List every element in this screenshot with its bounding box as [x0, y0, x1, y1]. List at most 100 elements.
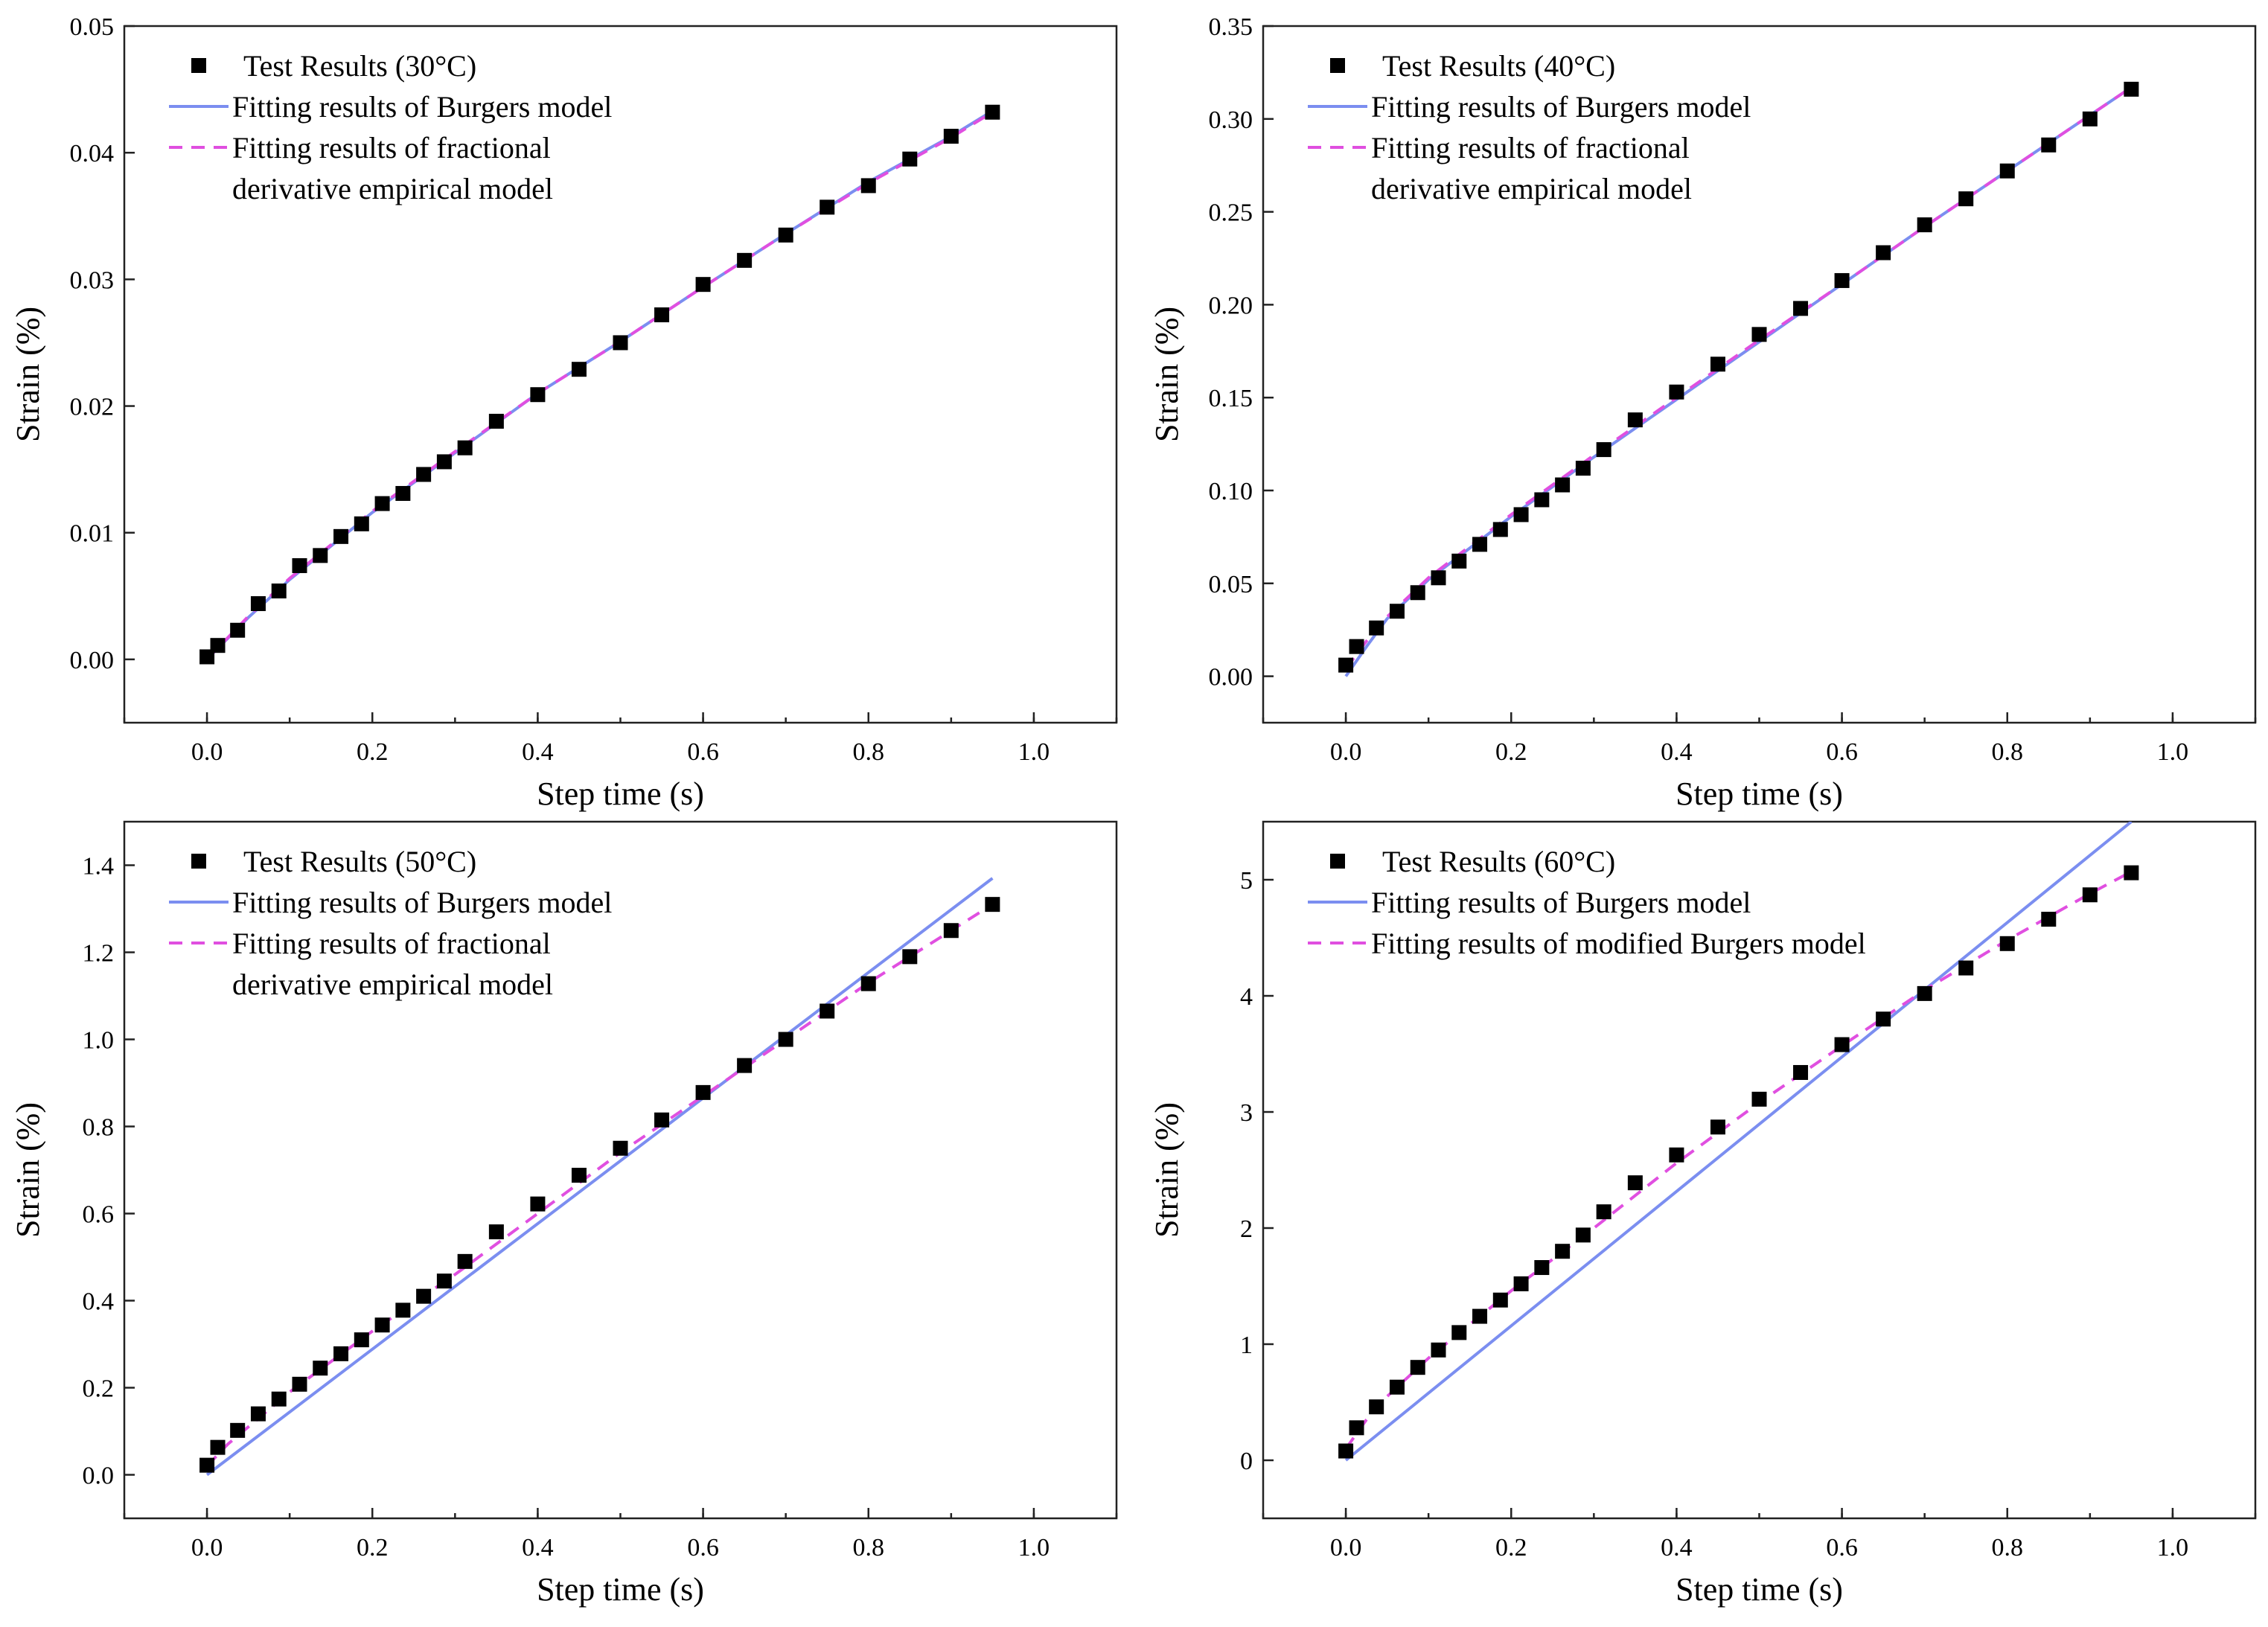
x-tick-label: 0.4 [1661, 1534, 1693, 1562]
y-tick-label: 0.04 [70, 140, 115, 167]
legend-label: derivative empirical model [1371, 172, 1692, 205]
data-point [2124, 81, 2139, 97]
data-point [1555, 477, 1571, 493]
data-point [1999, 936, 2015, 951]
y-tick-label: 0.00 [1209, 664, 1253, 691]
legend-label: Test Results (60°C) [1382, 845, 1615, 878]
legend-label: Fitting results of modified Burgers mode… [1371, 927, 1866, 960]
data-point [778, 1032, 793, 1047]
data-point [654, 1112, 670, 1128]
y-tick-label: 0.8 [83, 1114, 115, 1142]
data-point [1431, 1342, 1446, 1358]
data-point [1534, 492, 1550, 508]
y-tick-label: 0.4 [83, 1288, 115, 1316]
data-point [395, 1302, 411, 1318]
data-point [1917, 217, 1932, 233]
data-point [1710, 357, 1725, 372]
x-tick-label: 0.8 [1992, 738, 2024, 766]
y-tick-label: 0.0 [83, 1463, 115, 1490]
data-point [333, 528, 349, 544]
plot-area [1338, 81, 2139, 677]
x-tick-label: 0.2 [1495, 738, 1527, 766]
y-tick-label: 1.2 [83, 940, 115, 968]
x-tick-label: 1.0 [1018, 738, 1050, 766]
data-point [1669, 1147, 1684, 1163]
data-point [436, 1273, 452, 1289]
legend-label: Fitting results of Burgers model [1371, 886, 1751, 919]
x-tick-label: 0.6 [1826, 1534, 1858, 1562]
x-tick-label: 0.2 [357, 1534, 389, 1562]
data-point [271, 1391, 287, 1407]
data-point [1575, 461, 1591, 476]
data-point [230, 1422, 246, 1438]
legend-marker-square [1330, 58, 1345, 73]
x-tick-label: 0.8 [1992, 1534, 2024, 1562]
x-axis-label: Step time (s) [537, 1571, 704, 1608]
data-point [985, 897, 1000, 912]
data-point [250, 1406, 266, 1422]
x-tick-label: 0.0 [1330, 738, 1362, 766]
x-tick-label: 0.4 [522, 1534, 554, 1562]
legend-label: Fitting results of fractional [1371, 131, 1690, 164]
y-tick-label: 0.05 [70, 13, 115, 41]
data-point [1627, 1175, 1643, 1191]
legend-marker-square [1330, 854, 1345, 869]
fitted-model-dashed-line [205, 903, 994, 1468]
data-point [354, 516, 369, 531]
legend-label: Fitting results of fractional [232, 131, 551, 164]
y-tick-label: 0.30 [1209, 106, 1253, 134]
y-tick-label: 0.03 [70, 266, 115, 294]
data-point [860, 976, 876, 991]
x-tick-label: 0.8 [853, 738, 885, 766]
data-point [571, 1168, 587, 1183]
data-point [1596, 442, 1611, 458]
data-point [354, 1332, 369, 1348]
data-point [1876, 1011, 1891, 1027]
data-point [374, 496, 390, 511]
y-tick-label: 2 [1240, 1215, 1253, 1243]
data-point [1369, 620, 1384, 636]
data-point [695, 277, 711, 293]
y-tick-label: 0.00 [70, 647, 115, 674]
plot-area [199, 104, 1000, 665]
data-point [1751, 327, 1767, 342]
y-tick-label: 4 [1240, 983, 1253, 1011]
data-point [1389, 1379, 1405, 1395]
legend-label: derivative empirical model [232, 968, 553, 1001]
legend-marker-square [191, 854, 206, 869]
chart-panel-4: 0.0 0.2 0.4 0.6 0.8 1.0 0 1 2 3 4 5 Step time (s) Str… [1149, 820, 2257, 1608]
x-axis-label: Step time (s) [1676, 776, 1843, 812]
legend-label: derivative empirical model [232, 172, 553, 205]
legend-label: Fitting results of fractional [232, 927, 551, 960]
x-tick-label: 0.4 [1661, 738, 1693, 766]
x-tick-label: 0.0 [1330, 1534, 1362, 1562]
y-tick-label: 0.25 [1209, 199, 1253, 227]
data-point [1876, 245, 1891, 260]
legend: Test Results (40°C) Fitting results of Bu… [1308, 49, 1751, 205]
data-point [1451, 1325, 1467, 1340]
legend-label: Fitting results of Burgers model [232, 90, 612, 124]
y-tick-label: 0.2 [83, 1375, 115, 1403]
legend: Test Results (50°C) Fitting results of Bu… [169, 845, 612, 1001]
x-tick-label: 0.6 [687, 738, 719, 766]
data-point [210, 638, 226, 653]
y-axis-label: Strain (%) [10, 1102, 46, 1238]
data-point [778, 227, 793, 243]
y-tick-label: 5 [1240, 867, 1253, 895]
data-point [820, 1003, 835, 1019]
data-point [457, 1253, 473, 1269]
data-point [1389, 604, 1405, 619]
data-point [1451, 553, 1467, 569]
chart-panel-2: 0.0 0.2 0.4 0.6 0.8 1.0 0.00 0.05 0.10 0.15 0.20 0.… [1149, 13, 2257, 812]
y-tick-label: 0.02 [70, 394, 115, 421]
data-point [2082, 111, 2098, 127]
data-point [1710, 1119, 1725, 1135]
data-point [313, 1361, 328, 1376]
plot-area [1338, 822, 2139, 1462]
data-point [1492, 1292, 1508, 1308]
y-axis-label: Strain (%) [10, 307, 46, 442]
x-tick-label: 0.8 [853, 1534, 885, 1562]
data-point [1492, 522, 1508, 537]
burgers-model-line [1344, 822, 2133, 1462]
data-point [436, 454, 452, 470]
